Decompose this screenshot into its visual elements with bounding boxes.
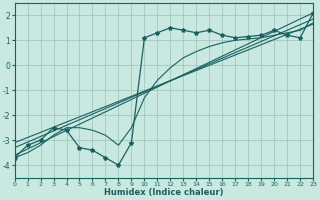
X-axis label: Humidex (Indice chaleur): Humidex (Indice chaleur)	[104, 188, 224, 197]
